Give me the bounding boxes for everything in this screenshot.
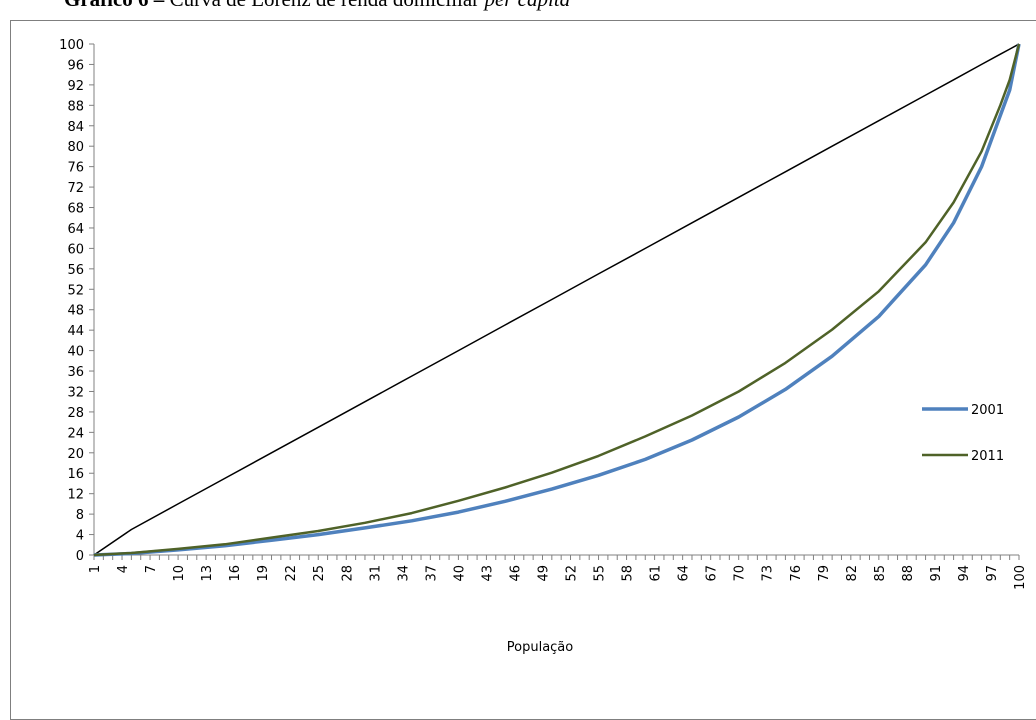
y-tick-label: 24 bbox=[67, 426, 84, 441]
y-tick-label: 52 bbox=[67, 283, 84, 298]
x-tick-label: 100 bbox=[1013, 565, 1028, 590]
y-tick-label: 64 bbox=[67, 222, 84, 237]
chart-title-normal: Curva de Lorenz de renda domiciliar bbox=[164, 0, 484, 11]
equality-line bbox=[93, 43, 1020, 556]
x-tick-label: 43 bbox=[480, 565, 495, 582]
y-tick-label: 72 bbox=[67, 181, 84, 196]
y-tick-label: 88 bbox=[67, 99, 84, 114]
x-tick-label: 46 bbox=[508, 565, 523, 582]
x-tick-label: 31 bbox=[368, 565, 383, 582]
x-tick-label: 22 bbox=[284, 565, 299, 582]
y-tick-label: 40 bbox=[67, 345, 84, 360]
legend-label-2001: 2001 bbox=[971, 403, 1004, 418]
y-tick-label: 16 bbox=[67, 467, 84, 482]
x-tick-label: 19 bbox=[256, 565, 271, 582]
x-tick-label: 64 bbox=[677, 565, 692, 582]
x-tick-label: 7 bbox=[144, 565, 159, 573]
y-tick-label: 28 bbox=[67, 406, 84, 421]
y-tick-label: 8 bbox=[76, 508, 84, 523]
y-tick-label: 48 bbox=[67, 304, 84, 319]
x-tick-label: 85 bbox=[873, 565, 888, 582]
lorenz-chart: 0481216202428323640444852566064687276808… bbox=[59, 38, 1028, 655]
x-tick-label: 88 bbox=[901, 565, 916, 582]
y-tick-label: 92 bbox=[67, 79, 84, 94]
x-tick-label: 70 bbox=[733, 565, 748, 582]
x-tick-label: 37 bbox=[424, 565, 439, 582]
y-tick-label: 84 bbox=[67, 120, 84, 135]
y-tick-label: 56 bbox=[67, 263, 84, 278]
x-tick-label: 13 bbox=[200, 565, 215, 582]
x-tick-label: 91 bbox=[929, 565, 944, 582]
x-tick-label: 76 bbox=[789, 565, 804, 582]
series-line-2001 bbox=[93, 43, 1021, 557]
legend-label-2011: 2011 bbox=[971, 449, 1004, 464]
y-tick-label: 60 bbox=[67, 242, 84, 257]
y-tick-label: 96 bbox=[67, 58, 84, 73]
chart-title-italic: per capita bbox=[484, 0, 570, 11]
x-tick-label: 10 bbox=[172, 565, 187, 582]
x-tick-label: 82 bbox=[845, 565, 860, 582]
x-axis-label: População bbox=[507, 640, 574, 655]
x-tick-label: 55 bbox=[593, 565, 608, 582]
x-tick-label: 16 bbox=[228, 565, 243, 582]
x-tick-label: 40 bbox=[452, 565, 467, 582]
x-tick-label: 94 bbox=[957, 565, 972, 582]
y-tick-label: 32 bbox=[67, 385, 84, 400]
x-tick-label: 34 bbox=[396, 565, 411, 582]
y-tick-label: 20 bbox=[67, 447, 84, 462]
x-tick-label: 61 bbox=[649, 565, 664, 582]
y-tick-label: 36 bbox=[67, 365, 84, 380]
x-tick-label: 49 bbox=[536, 565, 551, 582]
chart-title-bold: Gráfico 6 – bbox=[64, 0, 164, 11]
y-tick-label: 100 bbox=[59, 38, 84, 53]
x-tick-label: 97 bbox=[985, 565, 1000, 582]
y-tick-label: 0 bbox=[76, 549, 84, 564]
y-tick-label: 80 bbox=[67, 140, 84, 155]
x-tick-label: 79 bbox=[817, 565, 832, 582]
x-tick-label: 4 bbox=[116, 565, 131, 573]
y-tick-label: 76 bbox=[67, 161, 84, 176]
chart-title: Gráfico 6 – Curva de Lorenz de renda dom… bbox=[64, 0, 570, 12]
x-tick-label: 1 bbox=[88, 565, 103, 573]
y-tick-label: 4 bbox=[76, 529, 84, 544]
y-tick-label: 12 bbox=[67, 488, 84, 503]
y-tick-label: 68 bbox=[67, 202, 84, 217]
x-tick-label: 28 bbox=[340, 565, 355, 582]
series-line-2011 bbox=[93, 43, 1021, 557]
y-tick-label: 44 bbox=[67, 324, 84, 339]
x-tick-label: 67 bbox=[705, 565, 720, 582]
x-tick-label: 58 bbox=[621, 565, 636, 582]
x-tick-label: 73 bbox=[761, 565, 776, 582]
x-tick-label: 52 bbox=[565, 565, 580, 582]
x-tick-label: 25 bbox=[312, 565, 327, 582]
